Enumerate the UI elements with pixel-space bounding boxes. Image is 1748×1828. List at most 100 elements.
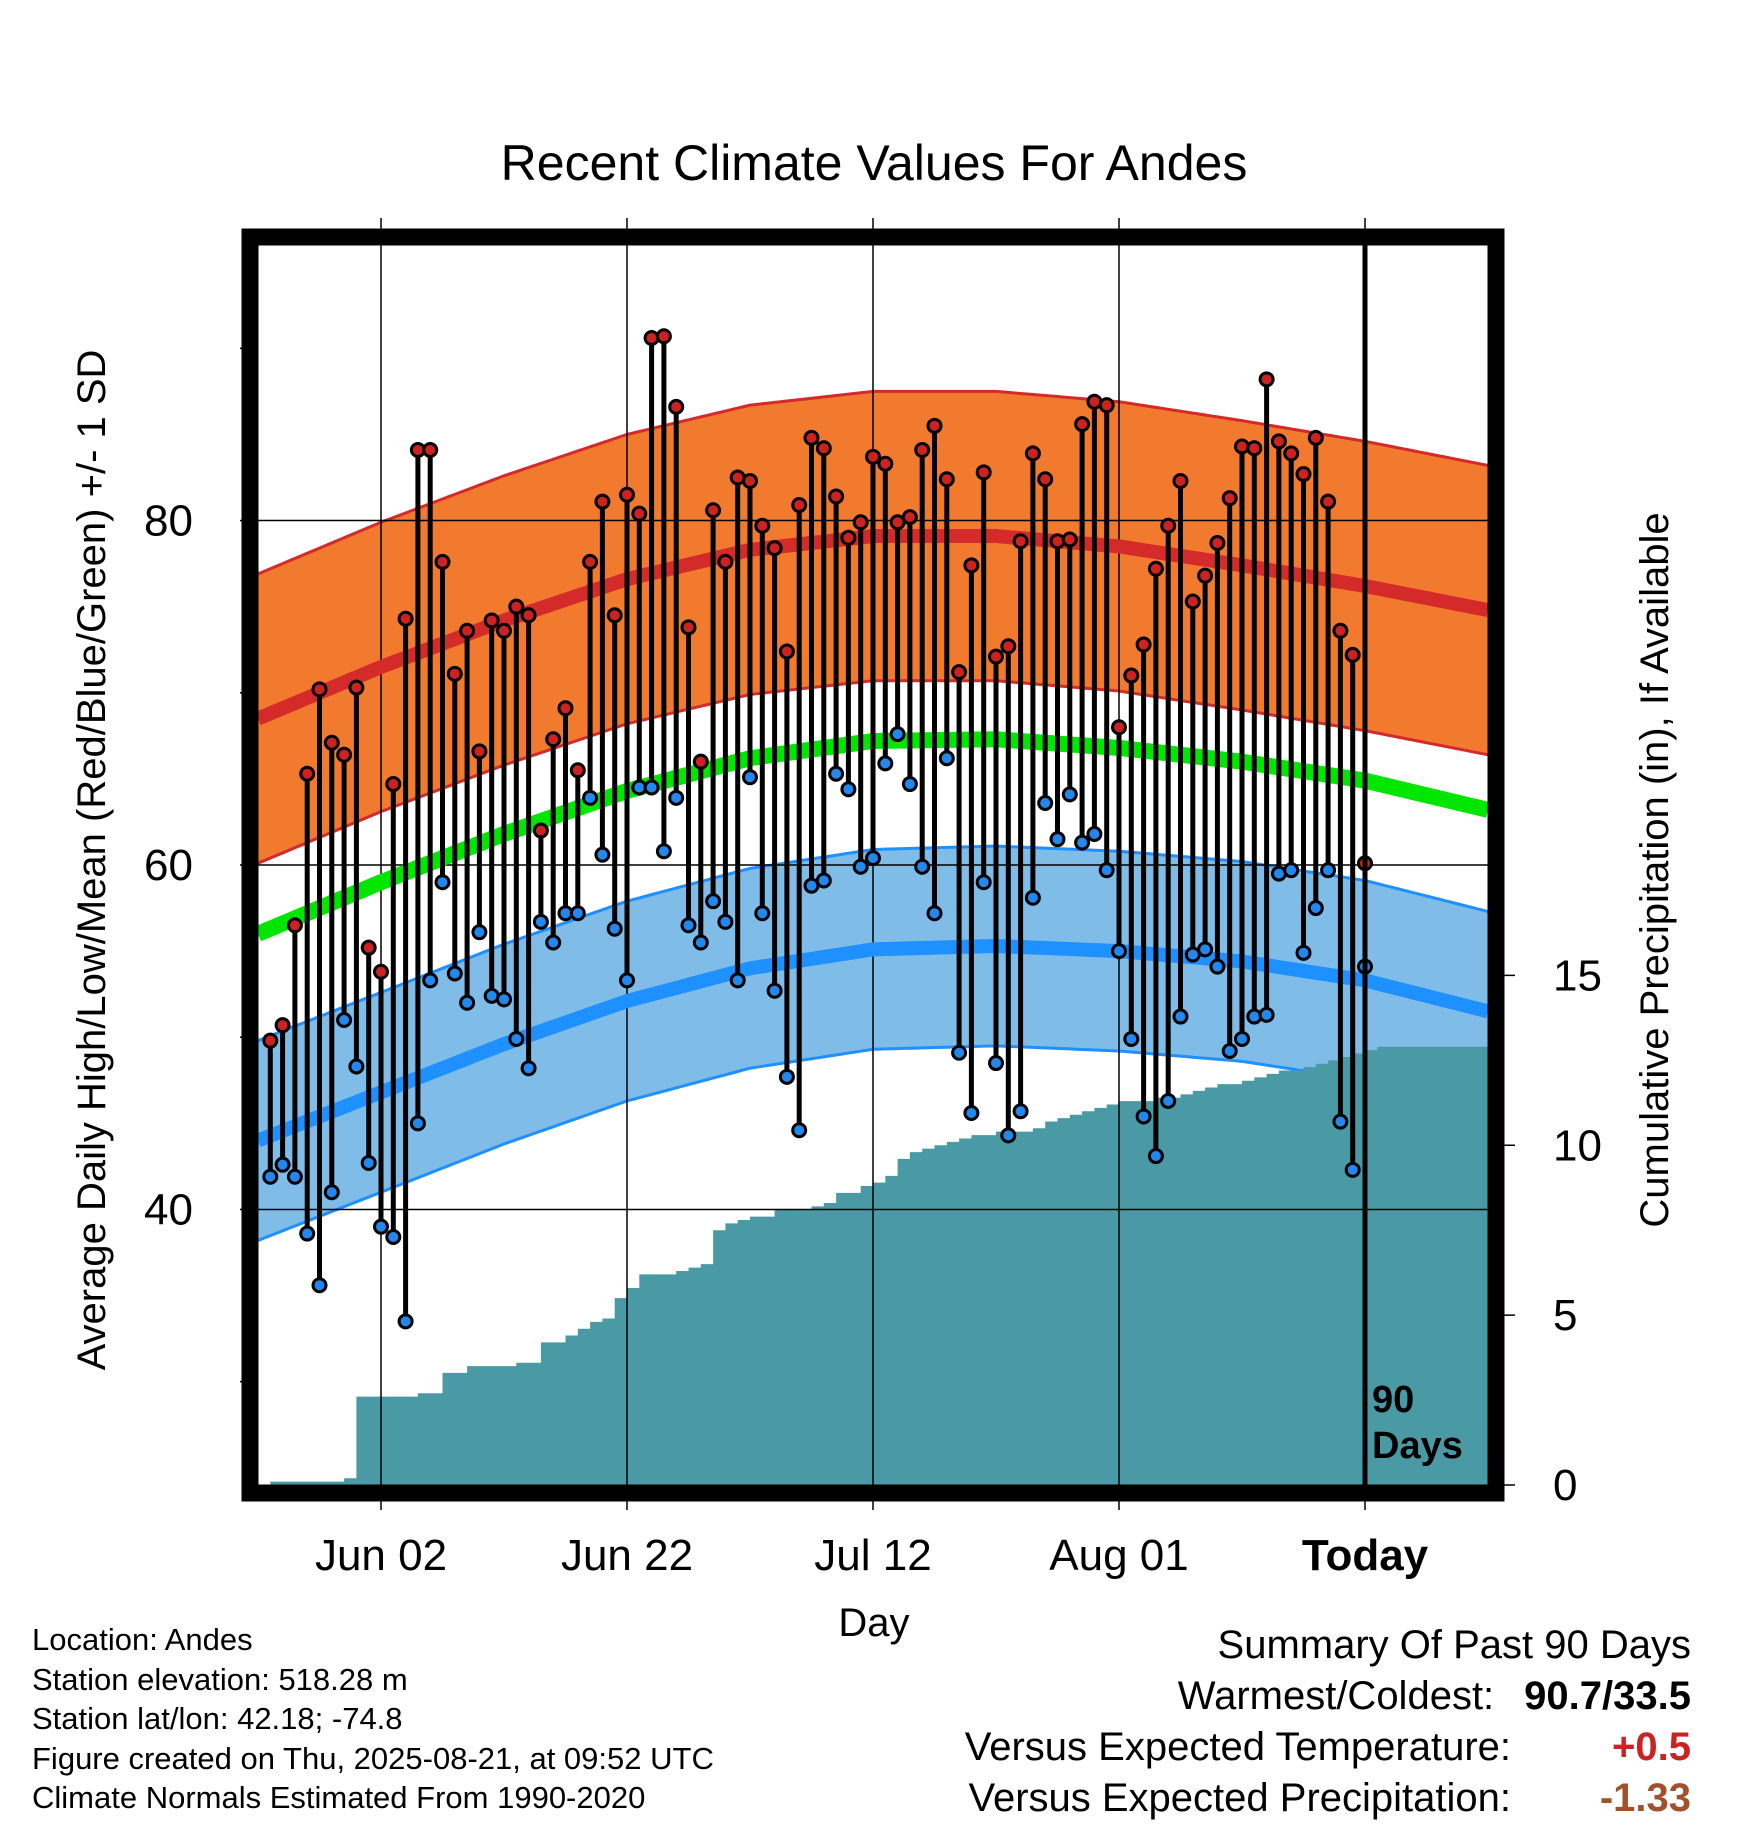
low-point bbox=[1172, 1008, 1189, 1025]
high-point bbox=[668, 398, 685, 415]
low-point bbox=[1074, 834, 1091, 851]
low-point bbox=[446, 965, 463, 982]
low-point bbox=[606, 920, 623, 937]
low-point bbox=[373, 1218, 389, 1235]
low-point bbox=[286, 1168, 303, 1185]
low-point bbox=[815, 872, 832, 889]
station-info: Location: Andes Station elevation: 518.2… bbox=[32, 1620, 714, 1818]
high-point bbox=[988, 648, 1004, 665]
high-point bbox=[1209, 534, 1226, 551]
low-point bbox=[1221, 1043, 1238, 1059]
low-point bbox=[1307, 900, 1324, 917]
low-point bbox=[1012, 1103, 1029, 1120]
low-point bbox=[397, 1313, 414, 1330]
high-point bbox=[1307, 429, 1324, 446]
high-point bbox=[532, 822, 549, 839]
low-point bbox=[262, 1168, 279, 1185]
low-point bbox=[840, 781, 857, 798]
high-point bbox=[582, 553, 599, 570]
plot-clip-group bbox=[258, 245, 1488, 1485]
high-point bbox=[742, 472, 758, 489]
low-point bbox=[852, 858, 869, 875]
high-point bbox=[1197, 567, 1214, 584]
low-point bbox=[1061, 786, 1078, 803]
low-point bbox=[901, 776, 918, 793]
low-point bbox=[348, 1058, 365, 1075]
high-point bbox=[1320, 493, 1337, 510]
low-point bbox=[532, 913, 549, 930]
high-point bbox=[1344, 646, 1361, 663]
high-point bbox=[938, 471, 955, 488]
high-point bbox=[1221, 490, 1238, 507]
low-point bbox=[336, 1012, 353, 1028]
high-point bbox=[483, 612, 500, 629]
low-point bbox=[619, 972, 635, 989]
low-point bbox=[889, 726, 906, 743]
temperature-row: Versus Expected Temperature: +0.5 bbox=[965, 1722, 1691, 1773]
low-point bbox=[311, 1277, 328, 1294]
low-point bbox=[742, 769, 758, 786]
high-point bbox=[975, 464, 992, 481]
high-point bbox=[1135, 636, 1152, 653]
high-point bbox=[397, 610, 414, 627]
low-point bbox=[1000, 1127, 1017, 1144]
low-point bbox=[422, 972, 439, 989]
high-point bbox=[1037, 471, 1054, 488]
summary-panel: Summary Of Past 90 Days Warmest/Coldest:… bbox=[965, 1620, 1691, 1824]
high-point bbox=[766, 540, 783, 557]
warmest-coldest-label: Warmest/Coldest: bbox=[1177, 1674, 1495, 1718]
high-point bbox=[1000, 638, 1017, 655]
low-point bbox=[323, 1184, 340, 1201]
high-point bbox=[385, 776, 402, 793]
high-point bbox=[840, 529, 857, 546]
high-point bbox=[1270, 433, 1287, 450]
y2-tick-label: 5 bbox=[1553, 1291, 1577, 1340]
low-point bbox=[828, 765, 845, 782]
high-point bbox=[692, 753, 709, 770]
low-point bbox=[496, 991, 512, 1008]
low-point bbox=[1037, 795, 1054, 811]
x-tick-label: Today bbox=[1302, 1531, 1429, 1580]
high-point bbox=[1061, 531, 1078, 548]
elevation-text: Station elevation: 518.28 m bbox=[32, 1661, 408, 1697]
low-point bbox=[1295, 944, 1312, 961]
low-point bbox=[705, 893, 722, 910]
high-point bbox=[1246, 440, 1263, 457]
high-point bbox=[1111, 719, 1127, 736]
high-point bbox=[963, 557, 980, 574]
low-point bbox=[1135, 1108, 1152, 1125]
low-point bbox=[274, 1156, 291, 1173]
high-point bbox=[1074, 416, 1091, 433]
high-point bbox=[1123, 667, 1140, 684]
high-point bbox=[557, 700, 574, 717]
high-point bbox=[348, 679, 365, 696]
high-point bbox=[914, 441, 931, 458]
high-point bbox=[434, 553, 451, 570]
high-point bbox=[1332, 622, 1349, 639]
created-text: Figure created on Thu, 2025-08-21, at 09… bbox=[32, 1740, 714, 1776]
high-point bbox=[1172, 472, 1189, 489]
low-point bbox=[545, 934, 562, 951]
low-point bbox=[692, 934, 709, 951]
high-point bbox=[1098, 397, 1115, 414]
high-point bbox=[545, 731, 562, 748]
high-point bbox=[926, 417, 943, 434]
high-point bbox=[877, 455, 894, 472]
low-point bbox=[655, 843, 672, 860]
y-tick-label: 80 bbox=[144, 497, 193, 546]
low-point bbox=[951, 1044, 968, 1061]
low-point bbox=[1234, 1030, 1250, 1047]
high-point bbox=[471, 743, 488, 760]
low-point bbox=[1111, 943, 1127, 960]
high-point bbox=[951, 664, 968, 681]
low-point bbox=[569, 905, 586, 922]
high-point bbox=[1283, 445, 1300, 462]
low-point bbox=[1320, 862, 1337, 879]
high-point bbox=[1024, 445, 1041, 462]
high-point bbox=[815, 440, 832, 457]
high-point bbox=[508, 598, 525, 615]
low-point bbox=[717, 913, 734, 930]
low-point bbox=[938, 750, 955, 767]
high-point bbox=[422, 441, 439, 458]
